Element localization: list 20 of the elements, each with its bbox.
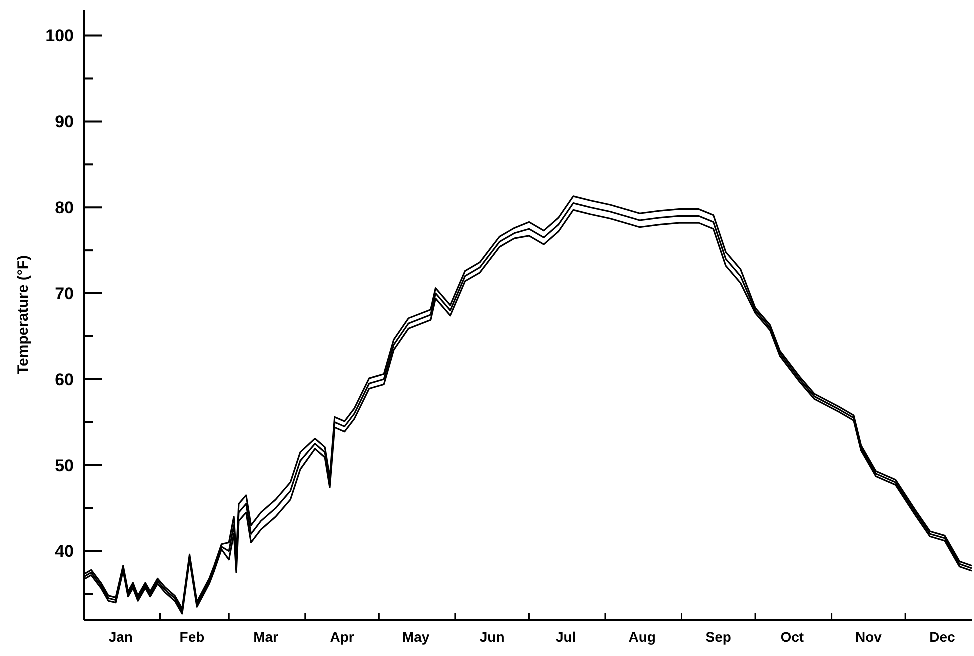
y-tick-label: 60 xyxy=(55,370,74,390)
x-tick-label: Sep xyxy=(706,629,732,645)
x-tick-label: Mar xyxy=(254,629,280,645)
x-tick-label: Aug xyxy=(628,629,656,645)
x-tick-label: Apr xyxy=(330,629,355,645)
y-tick-label: 50 xyxy=(55,456,74,476)
x-tick-label: Nov xyxy=(855,629,882,645)
y-axis-title: Temperature (°F) xyxy=(15,255,32,375)
y-tick-label: 90 xyxy=(55,112,74,132)
x-tick-label: Feb xyxy=(180,629,205,645)
y-tick-label: 100 xyxy=(46,26,74,46)
x-tick-label: Dec xyxy=(930,629,956,645)
y-tick-label: 80 xyxy=(55,198,74,218)
x-tick-label: Jan xyxy=(108,629,133,645)
y-tick-label: 70 xyxy=(55,284,74,304)
y-tick-label: 40 xyxy=(55,542,74,562)
x-tick-label: Oct xyxy=(780,629,804,645)
x-tick-label: May xyxy=(402,629,430,645)
x-tick-label: Jun xyxy=(480,629,505,645)
x-tick-label: Jul xyxy=(556,629,576,645)
